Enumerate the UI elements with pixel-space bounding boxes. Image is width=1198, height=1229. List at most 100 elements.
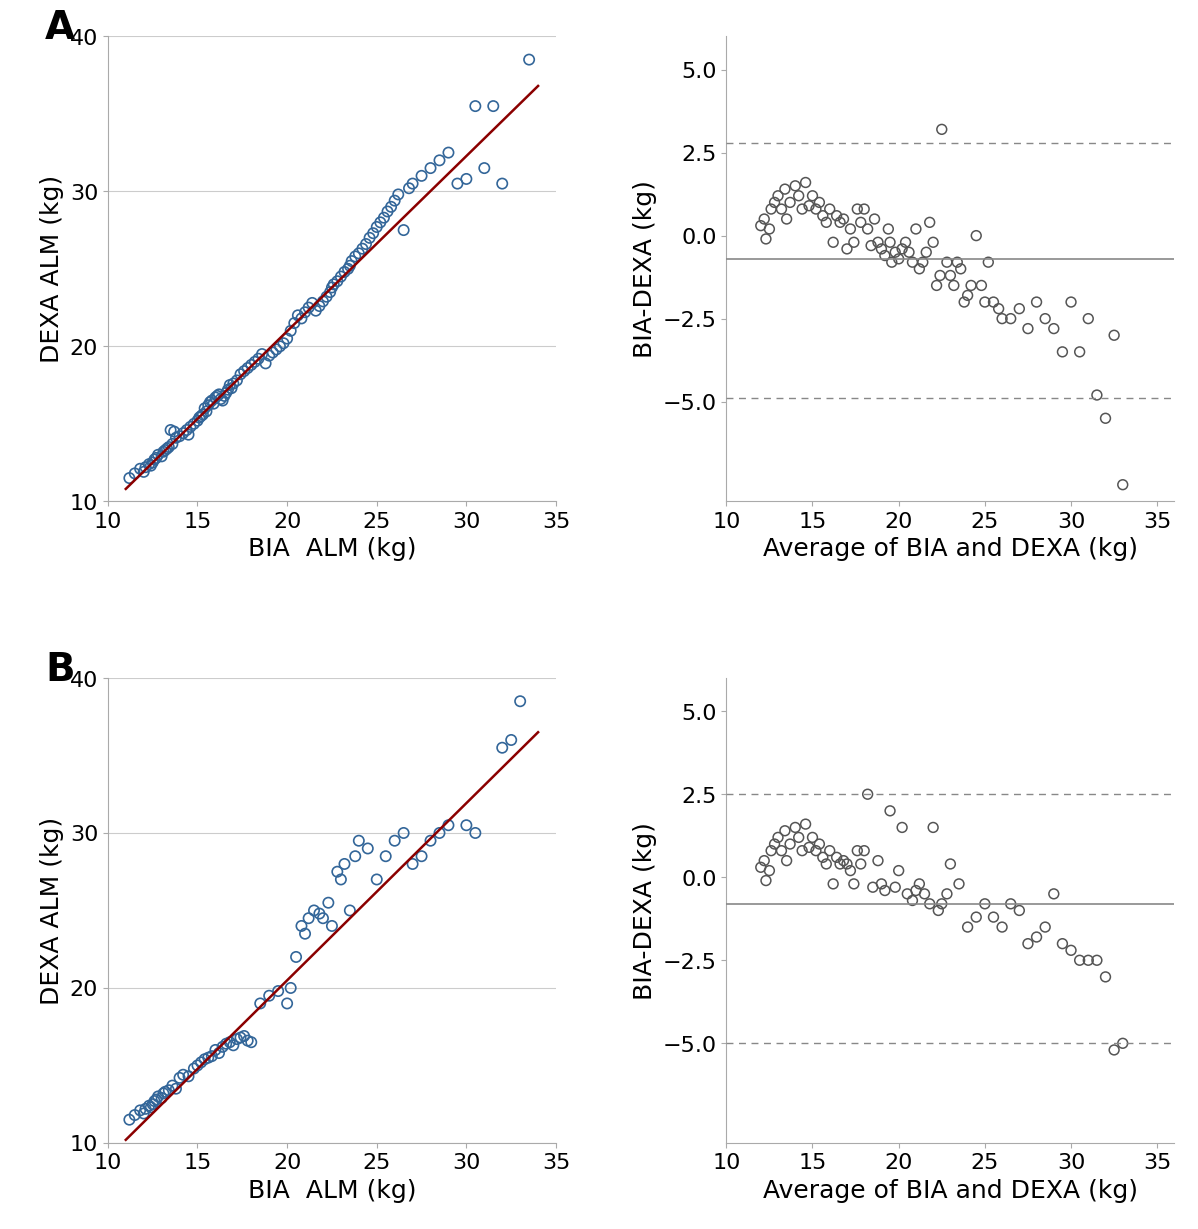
Point [403, 175, 422, 194]
Point [385, 192, 404, 211]
Point [338, 259, 357, 279]
Point [948, 253, 967, 273]
Point [296, 302, 315, 322]
Point [170, 426, 189, 446]
Point [466, 823, 485, 843]
Point [878, 220, 897, 240]
Point [385, 831, 404, 850]
Point [909, 259, 928, 279]
Point [145, 450, 164, 469]
Point [260, 986, 279, 1005]
Point [131, 1101, 150, 1121]
Point [192, 407, 211, 426]
Y-axis label: BIA-DEXA (kg): BIA-DEXA (kg) [633, 822, 657, 999]
Point [1113, 476, 1132, 495]
Point [1043, 884, 1063, 903]
Point [152, 1088, 171, 1107]
Point [940, 854, 960, 874]
Point [228, 1030, 247, 1050]
Point [810, 193, 829, 213]
X-axis label: BIA  ALM (kg): BIA ALM (kg) [248, 1179, 416, 1202]
Point [1010, 299, 1029, 318]
Point [889, 862, 908, 881]
Point [940, 265, 960, 285]
Point [202, 391, 222, 410]
Point [213, 391, 232, 410]
Point [430, 151, 449, 171]
Point [199, 396, 218, 415]
Point [250, 994, 270, 1014]
Point [125, 463, 144, 483]
Point [799, 838, 818, 858]
Point [1087, 950, 1106, 970]
Point [152, 447, 171, 467]
Point [788, 187, 807, 206]
Point [819, 841, 839, 860]
Point [881, 801, 900, 821]
Point [157, 439, 176, 458]
Point [760, 220, 779, 240]
Text: A: A [46, 9, 75, 47]
Point [1095, 409, 1114, 429]
Point [231, 365, 250, 385]
Point [120, 1110, 139, 1129]
Point [381, 198, 400, 218]
Point [278, 329, 297, 349]
Point [914, 884, 933, 903]
Point [448, 175, 467, 194]
Point [196, 402, 216, 422]
Point [955, 293, 974, 312]
Point [1010, 901, 1029, 921]
Point [135, 457, 155, 477]
Point [1070, 950, 1089, 970]
Point [751, 216, 770, 236]
Point [881, 232, 900, 252]
Point [193, 406, 212, 425]
Point [1027, 928, 1046, 948]
Point [161, 420, 180, 440]
Point [352, 240, 371, 259]
Point [211, 390, 230, 409]
Point [937, 253, 956, 273]
Point [1035, 917, 1054, 936]
Point [510, 692, 530, 712]
Point [228, 371, 247, 391]
Point [242, 1032, 261, 1052]
Point [819, 199, 839, 219]
Point [217, 1034, 236, 1053]
Point [928, 901, 948, 921]
Point [181, 418, 200, 438]
Point [972, 277, 991, 296]
Point [841, 220, 860, 240]
Point [199, 1048, 218, 1068]
Point [1113, 1034, 1132, 1053]
Point [327, 272, 346, 291]
Point [474, 159, 494, 178]
Point [249, 349, 268, 369]
Point [456, 170, 476, 189]
Point [756, 230, 775, 249]
Point [412, 847, 431, 866]
Point [394, 221, 413, 241]
Point [188, 1056, 207, 1075]
Point [847, 199, 866, 219]
Point [893, 817, 912, 837]
Point [214, 386, 234, 406]
Point [957, 286, 976, 306]
Point [300, 908, 319, 928]
Point [1061, 940, 1081, 960]
Point [200, 392, 219, 412]
Point [179, 1067, 198, 1086]
Point [979, 253, 998, 273]
Point [830, 213, 849, 232]
Point [420, 159, 440, 178]
Point [786, 177, 805, 197]
Point [806, 841, 825, 860]
Point [271, 337, 290, 356]
Point [164, 422, 183, 441]
Point [520, 50, 539, 70]
Point [885, 243, 904, 263]
Point [1061, 293, 1081, 312]
Point [502, 730, 521, 750]
Point [179, 425, 198, 445]
